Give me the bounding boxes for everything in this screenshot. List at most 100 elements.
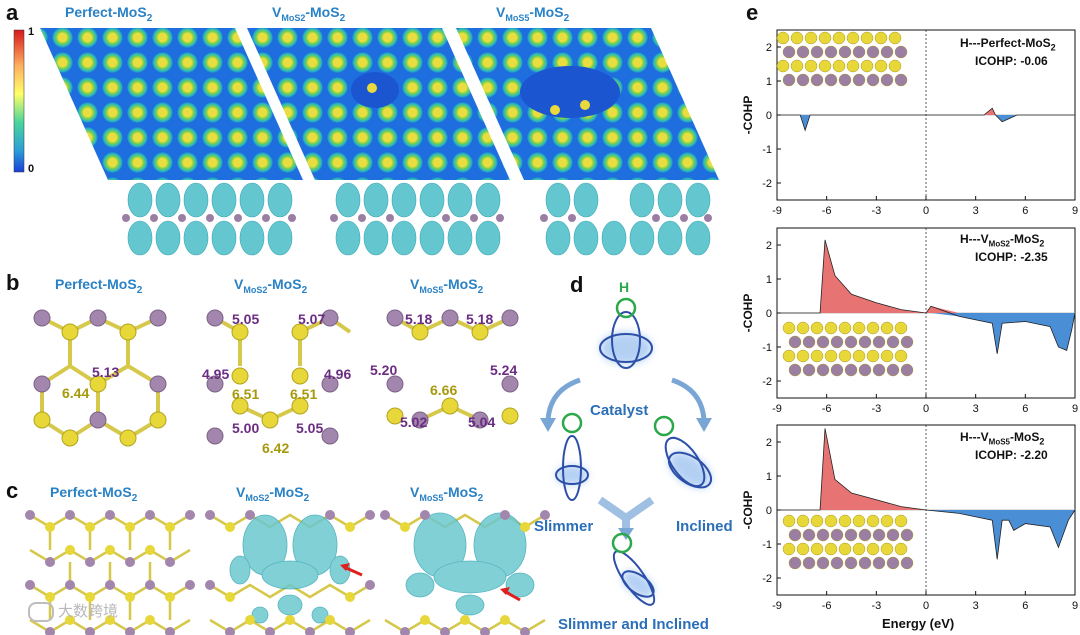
x-tick-label: 0 bbox=[923, 403, 929, 415]
elf-map-perfect bbox=[40, 28, 303, 180]
x-tick-label: 0 bbox=[923, 205, 929, 217]
inset-atom bbox=[790, 31, 804, 45]
inset-atom bbox=[886, 363, 900, 377]
inset-atom bbox=[900, 363, 914, 377]
inset-atom bbox=[894, 73, 908, 87]
b-vmos5-d4: 6.66 bbox=[430, 382, 458, 398]
y-tick-label: -2 bbox=[762, 178, 772, 190]
inset-atom bbox=[824, 321, 838, 335]
inset-atom bbox=[852, 73, 866, 87]
inset-atom bbox=[894, 321, 908, 335]
slimmer-inclined-orbital bbox=[611, 532, 656, 606]
inset-atom bbox=[810, 73, 824, 87]
b-vmos5-d2: 5.18 bbox=[466, 311, 494, 327]
inset-atom bbox=[894, 542, 908, 556]
panel-b-structures bbox=[33, 309, 519, 447]
inset-atom bbox=[796, 321, 810, 335]
inset-atom bbox=[782, 542, 796, 556]
inset-atom bbox=[810, 349, 824, 363]
inset-atom bbox=[866, 349, 880, 363]
y-tick-label: -1 bbox=[762, 342, 772, 354]
inset-atom bbox=[782, 45, 796, 59]
inset-atom bbox=[852, 45, 866, 59]
inset-atom bbox=[900, 556, 914, 570]
title-b-vmos5: VMoS5-MoS2 bbox=[410, 276, 484, 296]
inset-atom bbox=[788, 335, 802, 349]
y-tick-label: 0 bbox=[766, 110, 772, 122]
y-tick-label: 2 bbox=[766, 42, 772, 54]
inset-atom bbox=[880, 349, 894, 363]
inset-atom bbox=[888, 59, 902, 73]
panel-letter-c: c bbox=[6, 478, 19, 503]
inset-atom bbox=[818, 59, 832, 73]
inset-atom bbox=[810, 45, 824, 59]
title-a-vmos2: VMoS2-MoS2 bbox=[272, 4, 346, 24]
inset-atom bbox=[816, 556, 830, 570]
inset-atom bbox=[846, 31, 860, 45]
inset-atom bbox=[838, 45, 852, 59]
inset-atom bbox=[880, 45, 894, 59]
inset-atom bbox=[838, 542, 852, 556]
b-vmos2-d5: 6.51 bbox=[290, 386, 318, 402]
panel-letter-b: b bbox=[6, 270, 20, 295]
inset-atom bbox=[844, 335, 858, 349]
y-axis-label: -COHP bbox=[741, 294, 755, 333]
inset-atom bbox=[860, 59, 874, 73]
cohp-plot-1: -9 -6 -3 0 3 6 9 2 1 0 -1 -2 -COHP bbox=[741, 29, 1078, 217]
inset-atom bbox=[776, 31, 790, 45]
inset-structure bbox=[782, 321, 914, 377]
inset-atom bbox=[824, 73, 838, 87]
x-tick-label: 3 bbox=[973, 600, 979, 612]
inset-atom bbox=[802, 335, 816, 349]
panel-a-graphics bbox=[13, 28, 719, 262]
inset-atom bbox=[866, 321, 880, 335]
hydrogen-label: H bbox=[619, 279, 630, 295]
inset-atom bbox=[858, 363, 872, 377]
x-tick-label: 0 bbox=[923, 600, 929, 612]
inset-atom bbox=[874, 31, 888, 45]
b-vmos2-d1: 5.05 bbox=[232, 311, 260, 327]
inset-atom bbox=[858, 528, 872, 542]
x-tick-label: -9 bbox=[772, 205, 782, 217]
b-vmos2-d3: 4.95 bbox=[202, 366, 230, 382]
colorbar bbox=[13, 29, 25, 173]
watermark: 大数跨境 bbox=[28, 600, 118, 623]
y-tick-label: 2 bbox=[766, 437, 772, 449]
inset-atom bbox=[866, 73, 880, 87]
catalyst-label: Catalyst bbox=[590, 402, 649, 419]
inset-atom bbox=[852, 542, 866, 556]
cohp-xlabel: Energy (eV) bbox=[882, 616, 955, 631]
b-vmos2-d4: 6.51 bbox=[232, 386, 260, 402]
x-tick-label: -6 bbox=[822, 403, 832, 415]
title-c-vmos5: VMoS5-MoS2 bbox=[410, 484, 484, 504]
inset-atom bbox=[866, 45, 880, 59]
inset-atom bbox=[844, 556, 858, 570]
inset-atom bbox=[872, 335, 886, 349]
x-tick-label: -3 bbox=[871, 600, 881, 612]
inset-atom bbox=[824, 349, 838, 363]
inset-atom bbox=[858, 556, 872, 570]
x-tick-label: -9 bbox=[772, 403, 782, 415]
inset-atom bbox=[866, 542, 880, 556]
inset-atom bbox=[844, 528, 858, 542]
inset-atom bbox=[838, 73, 852, 87]
b-vmos2-d2: 5.07 bbox=[298, 311, 326, 327]
x-tick-label: -6 bbox=[822, 205, 832, 217]
title-a-perfect: Perfect-MoS2 bbox=[65, 4, 153, 24]
b-vmos5-d6: 5.02 bbox=[400, 414, 428, 430]
x-tick-label: 6 bbox=[1022, 600, 1028, 612]
cohp-curve bbox=[777, 428, 1076, 560]
b-vmos2-d9: 6.42 bbox=[262, 440, 290, 456]
y-tick-label: -1 bbox=[762, 539, 772, 551]
inset-atom bbox=[894, 349, 908, 363]
b-perfect-d1: 5.13 bbox=[92, 364, 120, 380]
inset-atom bbox=[852, 514, 866, 528]
inset-atom bbox=[838, 321, 852, 335]
inset-atom bbox=[810, 321, 824, 335]
vacancy-spot-vmos5 bbox=[520, 66, 620, 118]
inset-atom bbox=[782, 73, 796, 87]
side-view-vmos2 bbox=[328, 182, 504, 262]
inset-atom bbox=[830, 363, 844, 377]
inset-atom bbox=[886, 528, 900, 542]
cohp-2-icohp: ICOHP: -2.35 bbox=[975, 250, 1048, 264]
